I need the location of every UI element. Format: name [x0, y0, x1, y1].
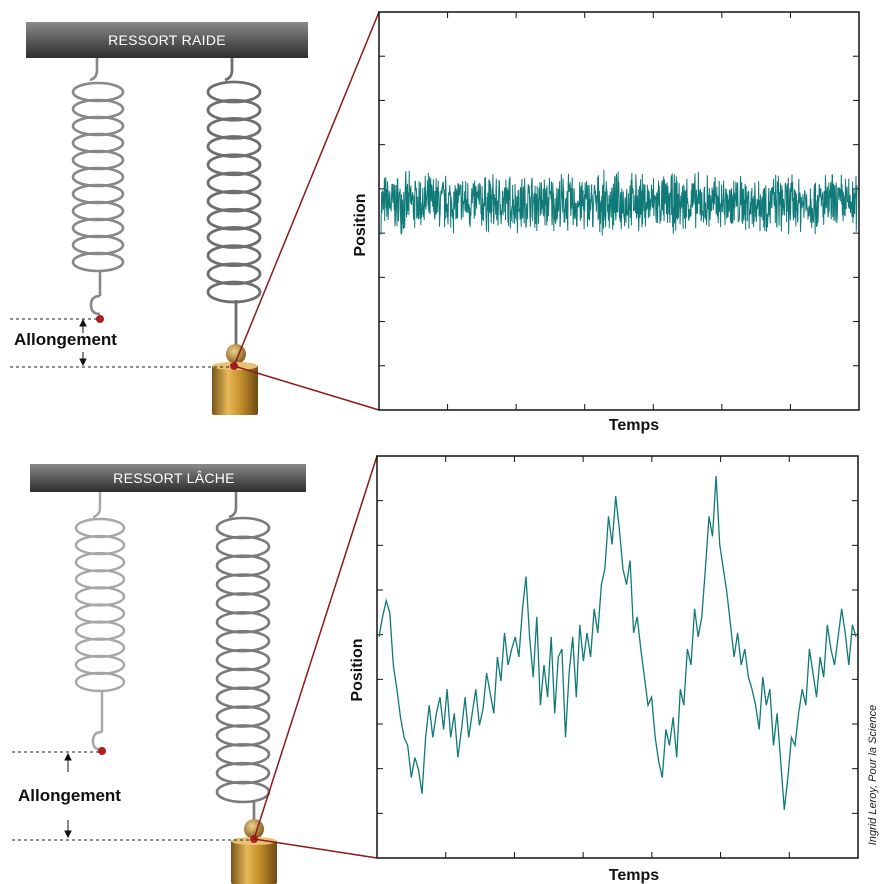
bottom-panel: RESSORT LÂCHE Allongement [12, 455, 859, 884]
spring-coil [215, 742, 271, 766]
spring-coil [215, 592, 271, 615]
spring-coil [215, 629, 271, 653]
spring-coil [215, 780, 271, 804]
spring-coil [215, 648, 271, 672]
elongation-label: Allongement [14, 330, 117, 349]
spring-coil [206, 189, 262, 213]
spring-coil [71, 166, 125, 188]
weight [231, 840, 277, 884]
loose-spring-loaded [215, 492, 271, 820]
spring-coil [206, 80, 262, 104]
rest-point-marker [98, 747, 106, 755]
spring-coil [215, 705, 271, 728]
loose-spring-bar [30, 464, 306, 492]
spring-coil [71, 81, 125, 103]
spring-coil [71, 251, 125, 273]
loose-spring-unloaded [74, 492, 126, 752]
spring-coil [71, 234, 125, 256]
y-axis-label: Position [349, 638, 366, 701]
loose-spring-label: RESSORT LÂCHE [113, 470, 235, 486]
spring-coil [206, 153, 262, 177]
stiff-position-chart: Position Temps [352, 11, 860, 434]
spring-coil [71, 200, 125, 222]
spring-coil [206, 244, 262, 268]
chart-frame [376, 455, 859, 859]
spring-coil [206, 226, 262, 249]
stiff-spring-bar [26, 22, 308, 58]
spring-coil [206, 171, 262, 195]
spring-coil [74, 603, 126, 624]
spring-coil [74, 552, 126, 573]
loose-position-chart: Position Temps [349, 455, 859, 884]
elongation-label: Allongement [18, 786, 121, 805]
spring-coil [74, 586, 126, 607]
spring-coil [215, 724, 271, 747]
y-axis-label: Position [352, 193, 369, 256]
zoom-connector [253, 455, 378, 859]
spring-coil [215, 554, 271, 578]
rest-point-marker [96, 315, 104, 323]
loose-position-trace [378, 476, 857, 810]
spring-coil [74, 654, 126, 676]
spring-coil [206, 262, 262, 286]
x-axis-label: Temps [609, 867, 659, 884]
x-axis-label: Temps [609, 417, 659, 434]
spring-coil [215, 573, 271, 596]
spring-coil [215, 610, 271, 634]
spring-coil [74, 620, 126, 641]
spring-coil [71, 149, 125, 171]
spring-coil [215, 761, 271, 785]
top-panel: RESSORT RAIDE Allongement [10, 11, 860, 434]
zoom-connector [233, 11, 380, 411]
spring-coil [74, 671, 126, 693]
spring-coil [74, 534, 126, 556]
spring-coil [74, 569, 126, 590]
spring-coil [74, 637, 126, 658]
spring-coil [206, 135, 262, 158]
elongation-arrows [64, 752, 72, 839]
spring-coil [71, 217, 125, 239]
stiff-spring-label: RESSORT RAIDE [108, 32, 226, 48]
weight [212, 365, 258, 415]
stiff-spring-unloaded [71, 58, 125, 316]
spring-coil [215, 535, 271, 559]
spring-coil [206, 98, 262, 122]
spring-coil [71, 98, 125, 120]
spring-coil [71, 115, 125, 137]
spring-coil [215, 667, 271, 691]
spring-coil [206, 116, 262, 140]
credit: Ingrid Leroy, Pour la Science [867, 705, 879, 845]
spring-coil [206, 280, 262, 304]
spring-coil [206, 207, 262, 231]
spring-coil [71, 132, 125, 154]
spring-coil [74, 517, 126, 539]
stiff-position-trace [380, 169, 858, 236]
spring-coil [215, 686, 271, 710]
spring-coil [71, 183, 125, 205]
chart-ticks [377, 456, 858, 858]
spring-coil [215, 516, 271, 540]
stiff-spring-loaded [206, 58, 262, 345]
elongation-arrows [79, 318, 87, 367]
